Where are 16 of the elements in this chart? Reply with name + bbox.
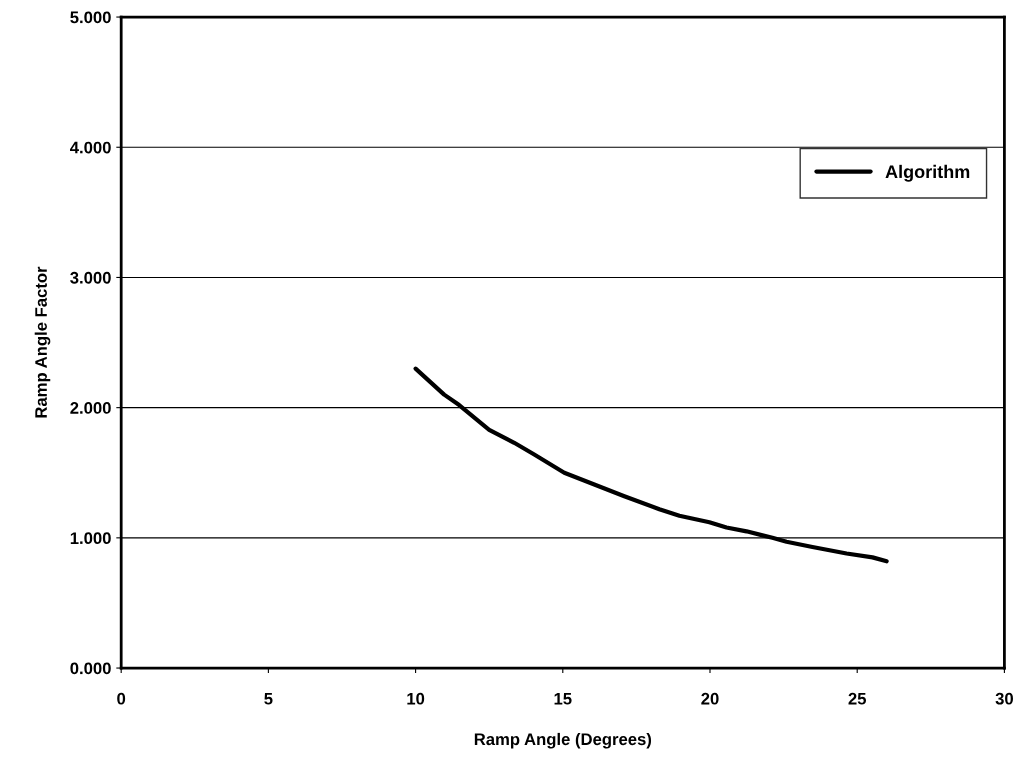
y-tick-label: 5.000 [70,11,111,24]
x-tick-label: 0 [117,692,126,705]
y-tick-label: 3.000 [70,271,111,284]
y-tick-label: 4.000 [70,141,111,154]
x-tick-label: 25 [848,692,867,705]
y-axis-title: Ramp Angle Factor [34,266,51,418]
x-tick-label: 5 [264,692,273,705]
x-tick-label: 30 [995,692,1013,705]
legend-label: Algorithm [885,164,970,182]
x-tick-label: 10 [407,692,425,705]
y-tick-label: 2.000 [70,402,111,414]
y-tick-label: 1.000 [70,532,111,545]
x-tick-label: 15 [554,692,572,705]
x-axis-title: Ramp Angle (Degrees) [474,732,652,749]
x-tick-label: 20 [701,692,719,705]
y-tick-label: 0.000 [70,662,111,675]
